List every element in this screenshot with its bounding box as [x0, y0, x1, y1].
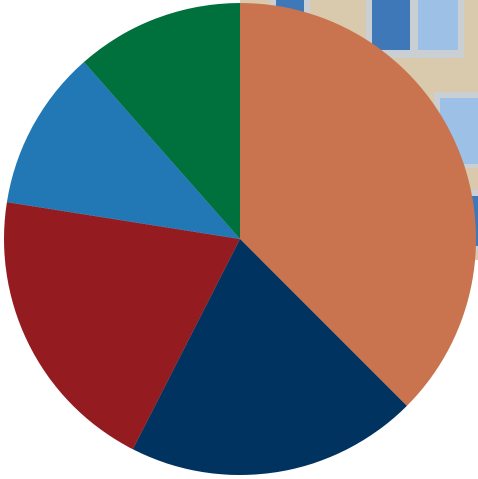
- window-glass: [418, 0, 458, 50]
- pie-slice-2: [132, 239, 407, 475]
- pie-slice-1: [240, 3, 476, 406]
- pie-slice-3: [3, 202, 240, 450]
- pie-slices: [3, 3, 476, 475]
- pie-slice-5: [83, 3, 241, 239]
- window-glass: [372, 0, 410, 50]
- pie-slice-4: [6, 61, 241, 240]
